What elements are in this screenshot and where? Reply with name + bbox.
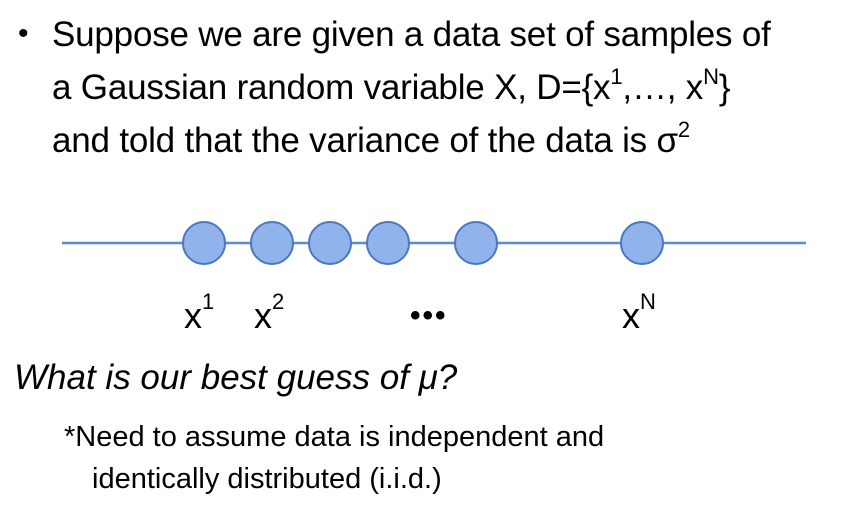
- sample-dot-2: [250, 221, 294, 265]
- sample-dot-n: [620, 221, 664, 265]
- bullet-line-1-text: Suppose we are given a data set of sampl…: [52, 15, 771, 54]
- sample-dot-5: [454, 221, 498, 265]
- bullet-text: Suppose we are given a data set of sampl…: [52, 8, 862, 167]
- bullet-line-2-mid: ,…, x: [622, 68, 704, 107]
- label-ellipsis: •••: [410, 299, 448, 332]
- bullet-line-2-post: }: [718, 68, 731, 107]
- bullet-line-3: and told that the variance of the data i…: [52, 114, 862, 167]
- question-text: What is our best guess of μ?: [14, 358, 458, 397]
- bullet-line-1: Suppose we are given a data set of sampl…: [52, 8, 862, 61]
- label-xn-base: x: [622, 295, 640, 336]
- bullet-dot: •: [18, 17, 29, 50]
- footnote-line-2: identically distributed (i.i.d.): [92, 463, 442, 495]
- footnote: *Need to assume data is independent and …: [64, 416, 824, 500]
- label-xn: xN: [622, 291, 656, 336]
- superscript-n: N: [703, 64, 719, 90]
- label-x1: x1: [184, 291, 214, 336]
- superscript-2: 2: [677, 117, 690, 143]
- bullet-line-2: a Gaussian random variable X, D={x1,…, x…: [52, 61, 862, 114]
- bullet-line-2-pre: a Gaussian random variable X, D={x: [52, 68, 611, 107]
- superscript-1: 1: [610, 64, 623, 90]
- label-x1-base: x: [184, 295, 202, 336]
- footnote-line-1: *Need to assume data is independent and: [64, 421, 605, 453]
- label-x1-sup: 1: [202, 289, 215, 314]
- sample-dot-3: [308, 221, 352, 265]
- samples-diagram: [62, 221, 806, 265]
- label-x2-sup: 2: [272, 289, 285, 314]
- label-x2-base: x: [254, 295, 272, 336]
- bullet-line-3-pre: and told that the variance of the data i…: [52, 121, 678, 160]
- sample-dot-1: [182, 221, 226, 265]
- label-x2: x2: [254, 291, 284, 336]
- sample-dot-4: [366, 221, 410, 265]
- label-xn-sup: N: [640, 289, 656, 314]
